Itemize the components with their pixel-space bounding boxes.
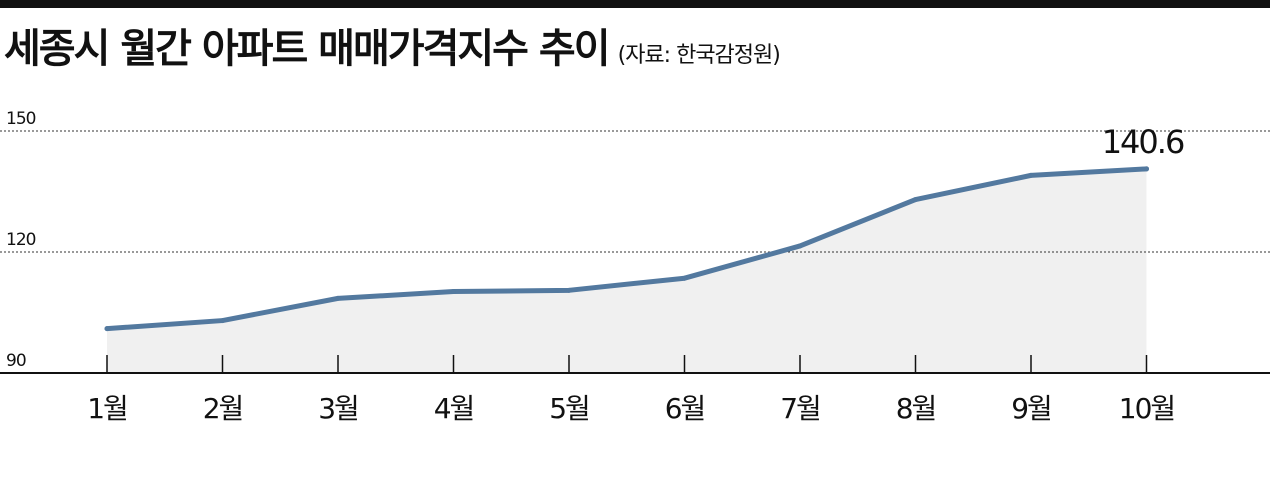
x-tick-label-1: 1월 [87,392,127,425]
data-point-4 [451,289,456,295]
data-point-6 [682,275,687,281]
data-point-9 [1028,172,1034,178]
data-point-10 [1144,166,1149,172]
x-tick-label-2: 2월 [203,392,243,425]
x-tick-label-5: 5월 [549,392,589,425]
y-tick-label-120: 120 [6,230,36,250]
x-tick-label-4: 4월 [434,392,474,425]
area-fill [107,168,1147,373]
x-tick-label-7: 7월 [780,392,820,425]
data-point-7 [797,243,803,249]
y-tick-label-150: 150 [6,109,36,129]
title-row: 세종시 월간 아파트 매매가격지수 추이 (자료: 한국감정원) [4,16,781,74]
chart-source: (자료: 한국감정원) [617,43,781,68]
y-tick-label-90: 90 [6,351,26,371]
data-point-2 [220,318,225,324]
data-point-5 [566,287,572,293]
data-point-8 [913,197,918,203]
x-tick-label-10: 10월 [1119,392,1174,425]
data-label-last: 140.6 [1102,123,1184,161]
x-tick-label-6: 6월 [665,392,705,425]
x-tick-label-3: 3월 [318,392,358,425]
x-tick-label-8: 8월 [896,392,936,425]
data-point-3 [335,295,341,301]
series-line [104,166,1149,332]
top-rule [0,0,1270,8]
x-tick-label-9: 9월 [1011,392,1051,425]
chart-title: 세종시 월간 아파트 매매가격지수 추이 [4,26,611,72]
data-point-1 [104,326,110,332]
